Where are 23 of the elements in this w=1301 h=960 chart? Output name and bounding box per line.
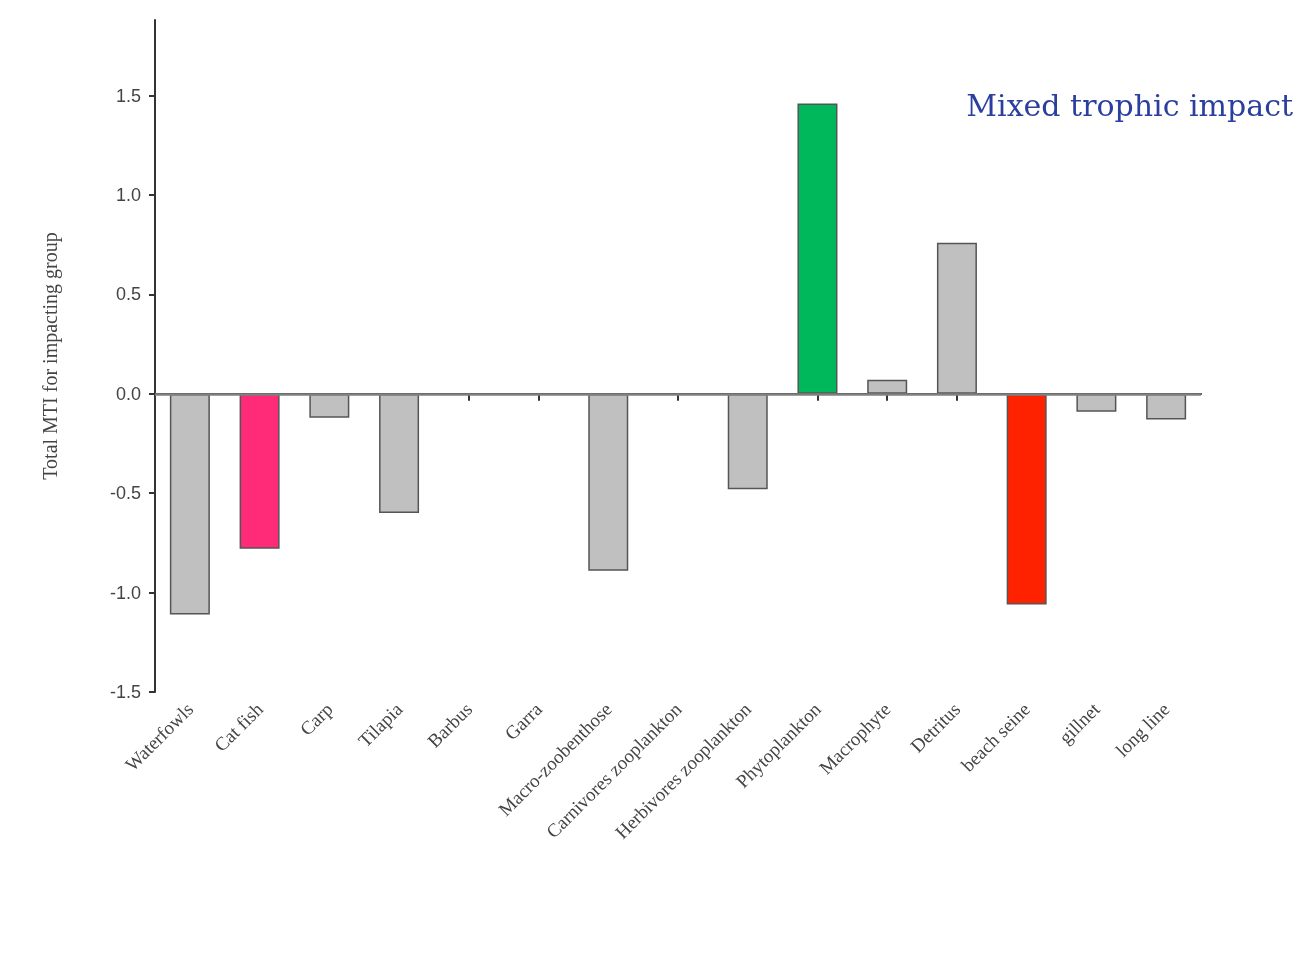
bar bbox=[309, 393, 350, 418]
x-tick-label: Cat fish bbox=[210, 698, 268, 756]
y-tick-label: 1.5 bbox=[115, 85, 141, 106]
y-tick-label: 1.0 bbox=[115, 184, 141, 205]
bar bbox=[1006, 393, 1047, 605]
bar bbox=[169, 393, 210, 615]
x-tick-label: Carp bbox=[295, 698, 337, 740]
y-tick-label: -1.5 bbox=[109, 682, 141, 702]
x-tick-label: long line bbox=[1111, 698, 1174, 761]
y-axis-title: Total MTI for impacting group bbox=[39, 232, 62, 480]
y-tick-label: 0.0 bbox=[115, 383, 141, 404]
y-tick-label: -0.5 bbox=[109, 483, 141, 504]
annotation: Mixed trophic impact bbox=[966, 87, 1294, 123]
bar bbox=[936, 242, 977, 394]
bar bbox=[1146, 393, 1187, 420]
bar bbox=[867, 379, 908, 394]
bar bbox=[588, 393, 629, 571]
bar bbox=[797, 103, 838, 394]
y-tick-label: -1.0 bbox=[109, 582, 141, 603]
y-tick-label: 0.5 bbox=[115, 284, 141, 305]
bar bbox=[239, 393, 280, 549]
bar bbox=[727, 393, 768, 490]
bar bbox=[379, 393, 420, 514]
